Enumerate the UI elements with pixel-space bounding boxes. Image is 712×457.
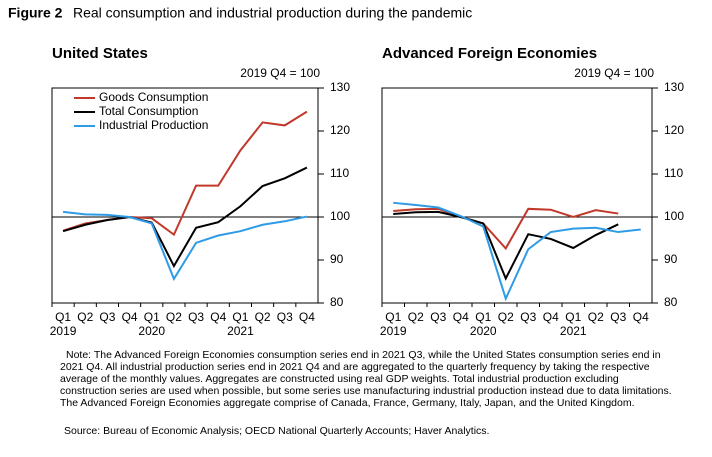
x-tick-label: Q4 [299,310,315,324]
note: Note: The Advanced Foreign Economies con… [60,349,672,409]
legend-label: Total Consumption [99,104,198,118]
figure-title: Real consumption and industrial producti… [73,5,472,21]
x-tick-label: Q2 [588,310,604,324]
x-tick-label: Q3 [188,310,204,324]
y-tick-label: 130 [664,80,684,94]
y-tick-label: 100 [330,209,350,223]
y-tick-label: 110 [330,166,349,180]
x-tick-label: Q4 [210,310,226,324]
x-tick-label: Q3 [99,310,115,324]
x-tick-label: Q3 [430,310,446,324]
year-label: 2019 [380,324,407,338]
series-line [393,201,641,302]
x-tick-label: Q3 [610,310,626,324]
x-tick-label: Q3 [520,310,536,324]
x-tick-label: Q2 [498,310,514,324]
y-tick-label: 90 [330,252,344,266]
x-tick-label: Q4 [453,310,469,324]
y-tick-label: 120 [664,123,684,137]
panel-subtitle: Advanced Foreign Economies [382,45,597,62]
year-label: 2021 [560,324,587,338]
x-tick-label: Q1 [565,310,581,324]
y-tick-label: 100 [664,209,684,223]
x-tick-label: Q3 [277,310,293,324]
year-label: 2021 [227,324,254,338]
x-tick-label: Q1 [55,310,71,324]
x-tick-label: Q1 [475,310,491,324]
panel-subtitle: United States [52,45,148,62]
year-label: 2019 [50,324,77,338]
chart: Figure 2 Real consumption and industrial… [8,5,684,338]
x-tick-label: Q4 [543,310,559,324]
x-tick-label: Q2 [77,310,93,324]
source: Source: Bureau of Economic Analysis; OEC… [64,425,490,437]
legend-label: Industrial Production [99,118,208,132]
x-tick-label: Q1 [232,310,248,324]
y-tick-label: 80 [330,295,344,309]
legend-label: Goods Consumption [99,90,208,104]
x-tick-label: Q2 [255,310,271,324]
year-label: 2020 [470,324,497,338]
x-tick-label: Q2 [166,310,182,324]
y-tick-label: 130 [330,80,350,94]
series-line [62,210,308,282]
figure-label: Figure 2 [8,5,63,21]
x-tick-label: Q1 [144,310,160,324]
unit-label: 2019 Q4 = 100 [240,66,320,80]
x-tick-label: Q4 [633,310,649,324]
y-tick-label: 80 [664,295,678,309]
x-tick-label: Q1 [385,310,401,324]
year-label: 2020 [138,324,165,338]
y-tick-label: 120 [330,123,350,137]
y-tick-label: 90 [664,252,678,266]
unit-label: 2019 Q4 = 100 [574,66,654,80]
x-tick-label: Q2 [408,310,424,324]
series-line [62,166,308,269]
y-tick-label: 110 [664,166,683,180]
plot-frame [381,87,653,304]
series-line [393,210,619,281]
series-line [393,207,619,251]
x-tick-label: Q4 [122,310,138,324]
